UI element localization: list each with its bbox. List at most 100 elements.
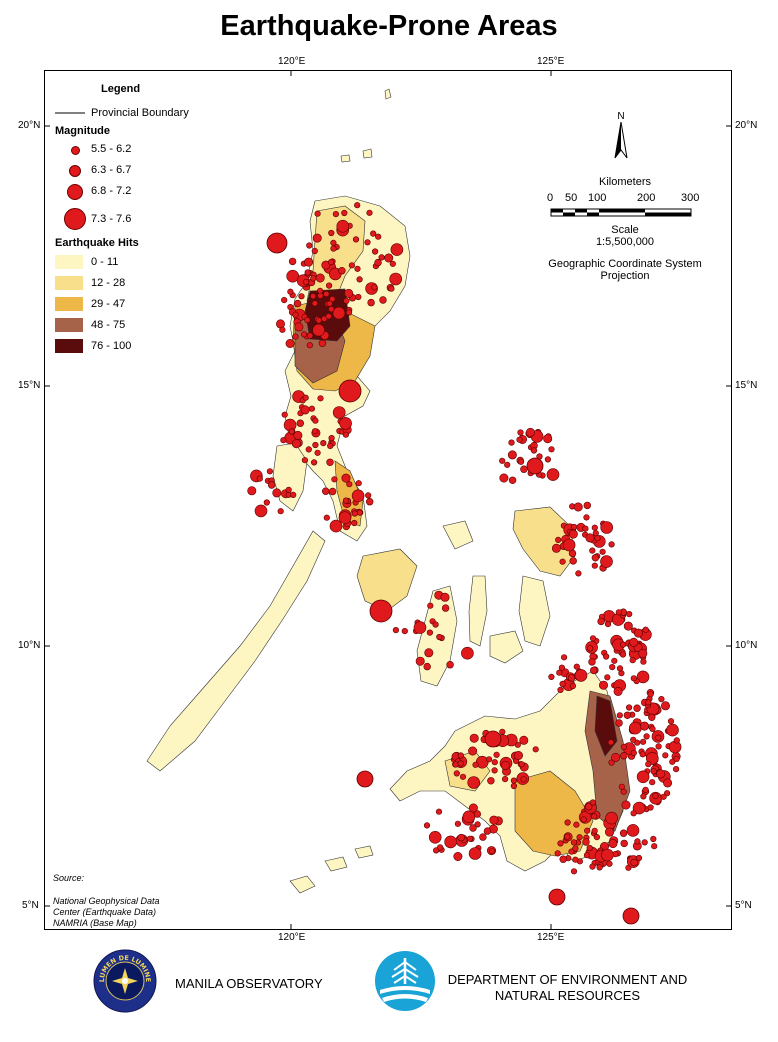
earthquake-point [436, 633, 443, 641]
earthquake-point [510, 777, 518, 784]
scale-tick-0: 0 [547, 192, 554, 204]
earthquake-point [294, 322, 304, 332]
magnitude-dot-2 [69, 165, 81, 177]
earthquake-point [628, 721, 642, 735]
denr-name-line-1: DEPARTMENT OF ENVIRONMENT AND [447, 972, 688, 987]
earthquake-point [596, 864, 603, 871]
earthquake-point [365, 492, 372, 499]
earthquake-point [517, 458, 525, 465]
earthquake-point [585, 533, 595, 543]
earthquake-point [615, 719, 623, 727]
source-note: Source: National Geophysical Data Center… [53, 873, 160, 929]
scale-tick-100: 100 [588, 192, 607, 204]
earthquake-point [560, 654, 568, 661]
earthquake-point [641, 839, 648, 846]
earthquake-point [660, 701, 670, 711]
earthquake-point [570, 839, 578, 846]
earthquake-point [311, 300, 319, 307]
earthquake-point [367, 298, 375, 307]
earthquake-point [655, 743, 662, 750]
earthquake-point [312, 441, 319, 449]
earthquake-point [345, 309, 353, 316]
earthquake-point [304, 257, 314, 267]
lon-label-120-bottom: 120°E [278, 932, 306, 943]
earthquake-point-large [338, 379, 362, 403]
earthquake-point [280, 437, 287, 444]
earthquake-point [330, 239, 337, 246]
earthquake-point [669, 758, 676, 765]
earthquake-point [645, 761, 652, 768]
earthquake-point [491, 759, 498, 766]
cebu-island [468, 575, 488, 647]
earthquake-point [584, 802, 593, 811]
earthquake-point [601, 848, 614, 862]
earthquake-point [290, 491, 297, 499]
earthquake-point [655, 734, 662, 741]
earthquake-point [489, 815, 499, 825]
earthquake-point [584, 827, 591, 834]
earthquake-point [328, 306, 335, 313]
earthquake-point [530, 447, 538, 454]
scale-tick-200: 200 [637, 192, 656, 204]
earthquake-point [338, 267, 346, 275]
earthquake-point [632, 801, 646, 815]
earthquake-point [569, 682, 577, 690]
earthquake-point [424, 648, 434, 658]
earthquake-point [647, 804, 654, 811]
earthquake-point [583, 514, 590, 521]
earthquake-point [630, 858, 638, 867]
earthquake-point [672, 765, 680, 773]
earthquake-point [311, 247, 318, 255]
earthquake-point [332, 211, 340, 218]
earthquake-point [317, 395, 324, 402]
earthquake-point [583, 501, 591, 510]
earthquake-point [564, 833, 571, 840]
earthquake-point [656, 769, 666, 779]
earthquake-point [600, 555, 613, 568]
earthquake-point [667, 718, 675, 725]
lon-label-125-top: 125°E [537, 56, 565, 67]
earthquake-point [474, 821, 481, 828]
earthquake-point [305, 446, 312, 453]
earthquake-point [486, 756, 493, 763]
earthquake-point [298, 293, 305, 300]
earthquake-point [573, 821, 580, 828]
earthquake-point [467, 776, 481, 789]
earthquake-point [469, 733, 479, 743]
earthquake-point-large [484, 730, 502, 748]
earthquake-point [660, 793, 667, 800]
earthquake-point [635, 854, 643, 862]
earthquake-point [556, 669, 563, 676]
earthquake-point [483, 827, 492, 835]
earthquake-point [589, 799, 597, 806]
earthquake-point [589, 863, 596, 870]
north-arrow: N [611, 111, 631, 163]
earthquake-point [551, 543, 561, 553]
earthquake-point [619, 829, 628, 837]
earthquake-point [630, 736, 637, 743]
earthquake-point [341, 473, 351, 483]
earthquake-point [355, 480, 362, 487]
earthquake-point [461, 646, 474, 660]
earthquake-point [591, 827, 598, 834]
earthquake-point [650, 835, 657, 843]
lat-label-20-left: 20°N [18, 120, 41, 131]
earthquake-point [329, 519, 343, 533]
earthquake-point [435, 808, 443, 815]
earthquake-point [615, 609, 622, 616]
mindanao-medium-zone [514, 770, 594, 857]
earthquake-point [569, 557, 577, 565]
panay-island [356, 548, 418, 612]
earthquake-point [517, 429, 524, 436]
earthquake-point [582, 838, 590, 846]
earthquake-point [643, 733, 650, 740]
lat-label-15-left: 15°N [18, 380, 41, 391]
earthquake-point [472, 761, 479, 768]
earthquake-point [366, 209, 373, 216]
earthquake-point [338, 511, 352, 525]
earthquake-point [348, 262, 356, 269]
earthquake-point [613, 686, 623, 696]
earthquake-point [491, 767, 498, 774]
earthquake-point-large [526, 457, 544, 475]
earthquake-point [281, 411, 288, 418]
